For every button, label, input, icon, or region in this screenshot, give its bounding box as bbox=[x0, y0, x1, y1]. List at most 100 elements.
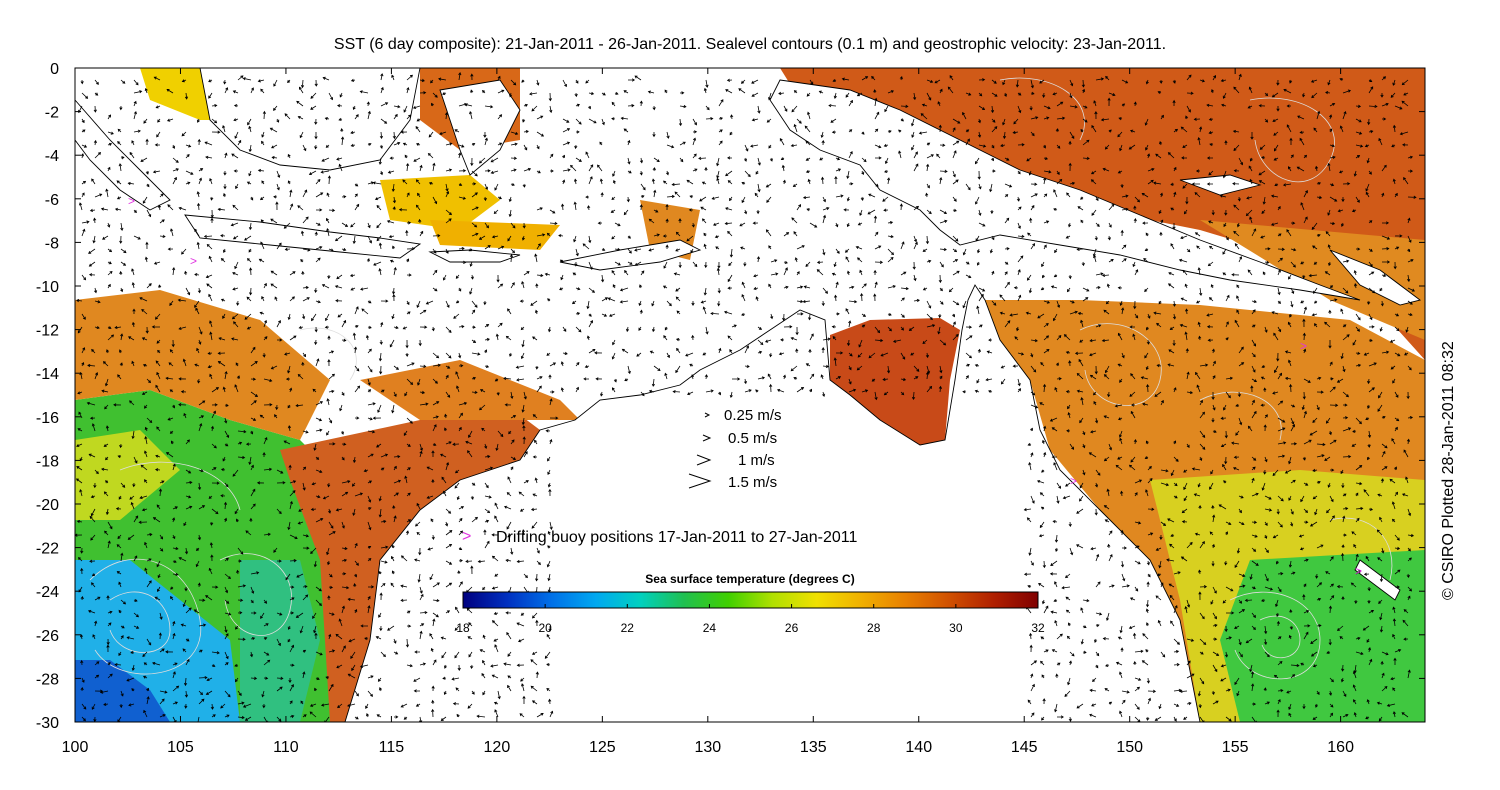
velocity-arrow bbox=[406, 492, 411, 497]
velocity-arrow bbox=[536, 233, 546, 237]
velocity-arrow bbox=[87, 363, 96, 368]
velocity-arrow bbox=[484, 540, 490, 549]
velocity-arrow bbox=[1182, 144, 1188, 148]
velocity-arrow bbox=[744, 364, 750, 368]
velocity-arrow bbox=[1069, 310, 1078, 315]
velocity-arrow bbox=[1147, 689, 1157, 693]
velocity-arrow bbox=[302, 649, 307, 653]
velocity-arrow bbox=[1068, 274, 1072, 280]
velocity-arrow bbox=[1023, 507, 1032, 512]
velocity-arrow bbox=[1093, 401, 1097, 406]
velocity-arrow bbox=[1036, 480, 1045, 484]
velocity-arrow bbox=[91, 178, 96, 185]
velocity-arrow bbox=[1303, 624, 1311, 628]
velocity-arrow bbox=[387, 170, 395, 174]
velocity-arrow bbox=[1249, 573, 1253, 580]
velocity-arrow bbox=[315, 178, 321, 185]
velocity-arrow bbox=[380, 519, 387, 524]
velocity-arrow bbox=[1327, 162, 1331, 172]
velocity-arrow bbox=[1041, 439, 1046, 445]
velocity-arrow bbox=[703, 87, 707, 94]
velocity-arrow bbox=[1040, 287, 1045, 291]
velocity-arrow bbox=[172, 144, 176, 150]
velocity-arrow bbox=[1117, 636, 1123, 640]
velocity-arrow bbox=[1274, 183, 1279, 187]
velocity-arrow bbox=[302, 352, 307, 358]
velocity-arrow bbox=[1251, 365, 1256, 373]
velocity-arrow bbox=[648, 218, 655, 224]
velocity-arrow bbox=[198, 326, 203, 335]
velocity-arrow bbox=[454, 651, 460, 659]
velocity-arrow bbox=[169, 300, 174, 306]
velocity-arrow bbox=[1290, 300, 1294, 308]
velocity-arrow bbox=[185, 181, 191, 185]
velocity-arrow bbox=[1054, 581, 1058, 588]
velocity-arrow bbox=[491, 533, 499, 537]
velocity-arrow bbox=[1277, 233, 1282, 237]
velocity-arrow bbox=[372, 181, 382, 185]
velocity-arrow bbox=[1121, 352, 1125, 359]
velocity-arrow bbox=[102, 235, 109, 240]
y-tick-label: -8 bbox=[45, 235, 59, 252]
velocity-arrow bbox=[217, 207, 226, 212]
velocity-arrow bbox=[1364, 144, 1370, 148]
velocity-arrow bbox=[380, 582, 386, 588]
velocity-arrow bbox=[1056, 495, 1060, 504]
velocity-arrow bbox=[899, 76, 903, 81]
velocity-arrow bbox=[367, 480, 373, 484]
velocity-arrow bbox=[372, 416, 382, 420]
velocity-arrow bbox=[1117, 456, 1123, 460]
velocity-arrow bbox=[263, 599, 268, 604]
velocity-arrow bbox=[588, 118, 597, 124]
velocity-arrow bbox=[211, 714, 216, 718]
velocity-arrow bbox=[1173, 440, 1177, 445]
velocity-arrow bbox=[250, 464, 254, 471]
velocity-arrow bbox=[458, 325, 465, 329]
velocity-arrow bbox=[1193, 117, 1201, 121]
velocity-arrow bbox=[380, 560, 388, 564]
velocity-arrow bbox=[1068, 716, 1072, 722]
velocity-arrow bbox=[913, 151, 918, 159]
velocity-arrow bbox=[237, 139, 242, 146]
velocity-arrow bbox=[520, 677, 525, 682]
velocity-arrow bbox=[1159, 79, 1163, 84]
velocity-arrow bbox=[328, 442, 336, 446]
velocity-arrow bbox=[1316, 234, 1321, 238]
velocity-arrow bbox=[289, 203, 294, 211]
velocity-arrow bbox=[516, 559, 525, 564]
velocity-arrow bbox=[367, 585, 375, 589]
velocity-arrow bbox=[793, 123, 798, 133]
velocity-arrow bbox=[440, 716, 447, 721]
velocity-arrow bbox=[94, 92, 99, 96]
velocity-arrow bbox=[1108, 584, 1115, 588]
velocity-arrow bbox=[939, 177, 943, 185]
velocity-arrow bbox=[1056, 170, 1060, 176]
velocity-arrow bbox=[1030, 131, 1035, 137]
velocity-arrow bbox=[510, 456, 517, 460]
velocity-arrow bbox=[341, 546, 348, 551]
velocity-arrow bbox=[1329, 285, 1334, 289]
velocity-arrow bbox=[263, 623, 269, 627]
velocity-arrow bbox=[559, 287, 564, 291]
velocity-arrow bbox=[106, 349, 110, 354]
velocity-arrow bbox=[275, 201, 279, 211]
velocity-arrow bbox=[938, 274, 942, 284]
colorbar-ramp bbox=[462, 591, 1039, 609]
velocity-arrow bbox=[1238, 508, 1242, 514]
land-lesser-sunda bbox=[428, 249, 521, 263]
velocity-arrow bbox=[1017, 255, 1024, 263]
velocity-arrow bbox=[314, 687, 318, 692]
velocity-arrow bbox=[769, 352, 773, 358]
velocity-arrow bbox=[1342, 334, 1350, 341]
velocity-arrow bbox=[94, 469, 99, 475]
velocity-arrow bbox=[1004, 157, 1010, 161]
velocity-arrow bbox=[1290, 154, 1294, 159]
velocity-arrow bbox=[1062, 495, 1071, 500]
velocity-arrow bbox=[507, 476, 512, 484]
velocity-arrow bbox=[1052, 92, 1058, 96]
velocity-arrow bbox=[455, 274, 460, 279]
velocity-arrow bbox=[1056, 633, 1063, 640]
velocity-arrow bbox=[118, 495, 122, 500]
velocity-arrow bbox=[1328, 309, 1332, 315]
velocity-arrow bbox=[977, 131, 982, 138]
